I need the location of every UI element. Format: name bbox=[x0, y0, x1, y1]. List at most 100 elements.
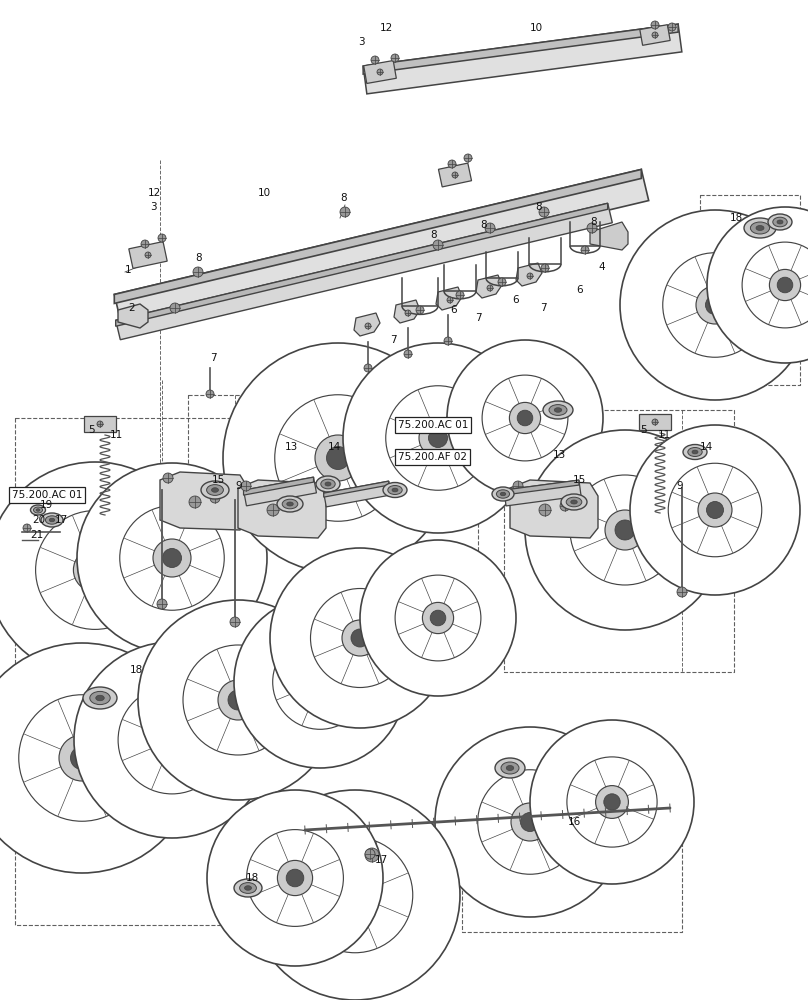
Ellipse shape bbox=[33, 507, 43, 513]
Circle shape bbox=[153, 720, 191, 760]
Circle shape bbox=[663, 253, 768, 357]
Circle shape bbox=[595, 786, 629, 818]
Circle shape bbox=[428, 428, 448, 448]
Text: 9: 9 bbox=[235, 481, 242, 491]
Circle shape bbox=[769, 269, 801, 301]
Text: 12: 12 bbox=[148, 188, 162, 198]
Text: 13: 13 bbox=[285, 442, 298, 452]
Circle shape bbox=[145, 252, 151, 258]
Ellipse shape bbox=[282, 499, 298, 509]
Circle shape bbox=[228, 690, 248, 710]
Ellipse shape bbox=[744, 218, 776, 238]
Text: 3: 3 bbox=[150, 202, 157, 212]
Circle shape bbox=[340, 207, 350, 217]
Circle shape bbox=[351, 629, 369, 647]
Polygon shape bbox=[354, 313, 380, 336]
Circle shape bbox=[539, 207, 549, 217]
Circle shape bbox=[286, 869, 304, 887]
Text: 12: 12 bbox=[380, 23, 393, 33]
Circle shape bbox=[303, 665, 337, 699]
Text: 13: 13 bbox=[553, 450, 566, 460]
Ellipse shape bbox=[41, 513, 63, 527]
Circle shape bbox=[120, 506, 225, 610]
Text: 17: 17 bbox=[55, 515, 68, 525]
Circle shape bbox=[297, 837, 413, 953]
Circle shape bbox=[456, 291, 464, 299]
Circle shape bbox=[391, 54, 399, 62]
Text: 8: 8 bbox=[590, 217, 596, 227]
Polygon shape bbox=[238, 480, 326, 538]
Ellipse shape bbox=[388, 486, 402, 494]
Ellipse shape bbox=[543, 401, 573, 419]
Circle shape bbox=[430, 610, 446, 626]
Circle shape bbox=[334, 874, 376, 916]
Text: 5: 5 bbox=[640, 425, 646, 435]
Ellipse shape bbox=[36, 509, 40, 511]
Circle shape bbox=[520, 812, 540, 832]
Ellipse shape bbox=[201, 481, 229, 499]
Polygon shape bbox=[324, 481, 391, 507]
Text: 16: 16 bbox=[568, 817, 581, 827]
Polygon shape bbox=[439, 163, 472, 187]
Circle shape bbox=[620, 210, 808, 400]
Circle shape bbox=[435, 727, 625, 917]
Circle shape bbox=[416, 306, 424, 314]
Circle shape bbox=[605, 510, 645, 550]
Circle shape bbox=[371, 56, 379, 64]
Ellipse shape bbox=[768, 214, 792, 230]
Circle shape bbox=[189, 496, 201, 508]
Ellipse shape bbox=[45, 516, 59, 524]
Circle shape bbox=[447, 340, 603, 496]
Ellipse shape bbox=[683, 444, 707, 460]
Circle shape bbox=[288, 501, 298, 511]
Circle shape bbox=[315, 435, 361, 481]
Circle shape bbox=[541, 264, 549, 272]
Ellipse shape bbox=[383, 483, 407, 497]
Circle shape bbox=[158, 234, 166, 242]
Circle shape bbox=[464, 154, 472, 162]
Circle shape bbox=[157, 599, 167, 609]
Text: 20: 20 bbox=[32, 515, 45, 525]
Polygon shape bbox=[363, 24, 678, 74]
Circle shape bbox=[193, 267, 203, 277]
Circle shape bbox=[419, 419, 457, 457]
Circle shape bbox=[267, 504, 279, 516]
Polygon shape bbox=[243, 477, 314, 495]
Circle shape bbox=[360, 540, 516, 696]
Polygon shape bbox=[84, 416, 116, 432]
Text: 11: 11 bbox=[110, 430, 124, 440]
Circle shape bbox=[230, 617, 240, 627]
Text: 9: 9 bbox=[676, 481, 683, 491]
Circle shape bbox=[404, 350, 412, 358]
Circle shape bbox=[241, 481, 251, 491]
Circle shape bbox=[162, 548, 182, 568]
Circle shape bbox=[77, 463, 267, 653]
Text: 8: 8 bbox=[195, 253, 202, 263]
Ellipse shape bbox=[756, 226, 764, 231]
Ellipse shape bbox=[692, 450, 698, 454]
Ellipse shape bbox=[207, 485, 223, 495]
Circle shape bbox=[560, 501, 570, 511]
Ellipse shape bbox=[688, 448, 702, 456]
Circle shape bbox=[218, 680, 258, 720]
Circle shape bbox=[277, 860, 313, 896]
Circle shape bbox=[344, 884, 365, 906]
Circle shape bbox=[275, 395, 402, 521]
Circle shape bbox=[652, 32, 658, 38]
Circle shape bbox=[487, 285, 493, 291]
Circle shape bbox=[74, 548, 116, 592]
Text: 8: 8 bbox=[480, 220, 486, 230]
Polygon shape bbox=[118, 304, 148, 328]
Polygon shape bbox=[516, 263, 542, 286]
Ellipse shape bbox=[751, 222, 769, 234]
Circle shape bbox=[97, 421, 103, 427]
Text: 18: 18 bbox=[246, 873, 259, 883]
Text: 10: 10 bbox=[258, 188, 271, 198]
Circle shape bbox=[615, 520, 635, 540]
Circle shape bbox=[517, 410, 532, 426]
Circle shape bbox=[581, 246, 589, 254]
Circle shape bbox=[270, 548, 450, 728]
Polygon shape bbox=[504, 480, 579, 495]
Text: 4: 4 bbox=[598, 262, 604, 272]
Circle shape bbox=[153, 539, 191, 577]
